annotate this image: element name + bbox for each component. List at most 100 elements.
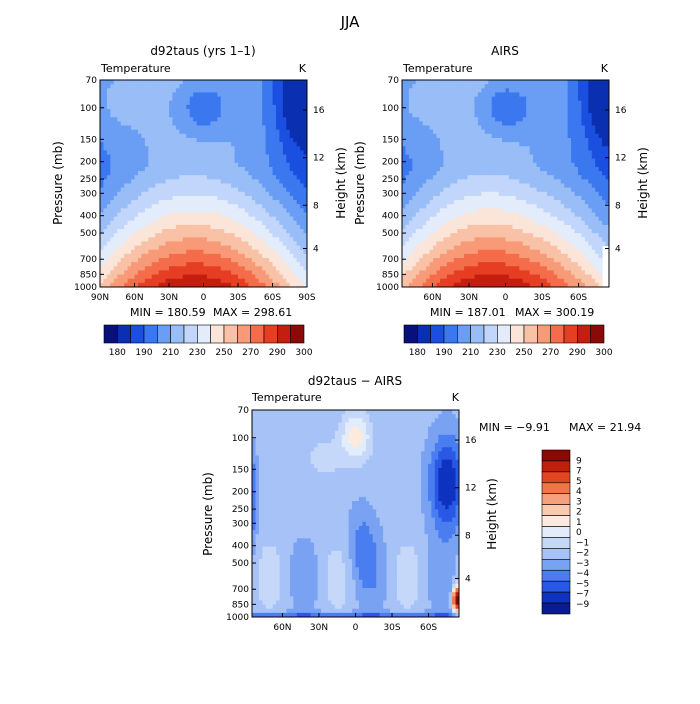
contour-cell	[402, 200, 406, 205]
contour-cell	[172, 258, 176, 263]
contour-cell	[241, 113, 245, 118]
contour-cell	[540, 184, 544, 189]
contour-cell	[464, 97, 468, 102]
contour-cell	[509, 184, 513, 189]
contour-cell	[488, 138, 492, 143]
contour-cell	[128, 105, 132, 110]
contour-cell	[405, 121, 409, 126]
contour-cell	[300, 229, 304, 234]
contour-cell	[179, 237, 183, 242]
contour-cell	[509, 208, 513, 213]
contour-cell	[409, 92, 413, 97]
contour-cell	[262, 254, 266, 259]
contour-cell	[405, 167, 409, 172]
contour-cell	[506, 184, 510, 189]
contour-cell	[557, 109, 561, 114]
contour-cell	[117, 241, 121, 246]
contour-cell	[416, 101, 420, 106]
contour-cell	[262, 121, 266, 126]
contour-cell	[485, 179, 489, 184]
contour-cell	[148, 204, 152, 209]
contour-cell	[602, 200, 606, 205]
contour-cell	[172, 109, 176, 114]
contour-cell	[221, 258, 225, 263]
contour-cell	[138, 196, 142, 201]
contour-cell	[197, 179, 201, 184]
contour-cell	[512, 80, 516, 85]
contour-cell	[135, 266, 139, 271]
contour-cell	[290, 126, 294, 131]
contour-cell	[255, 134, 259, 139]
contour-cell	[430, 138, 434, 143]
contour-cell	[276, 175, 280, 180]
contour-cell	[585, 159, 589, 164]
contour-cell	[248, 80, 252, 85]
contour-cell	[273, 159, 277, 164]
contour-cell	[585, 184, 589, 189]
contour-cell	[530, 146, 534, 151]
contour-cell	[148, 270, 152, 275]
contour-cell	[512, 208, 516, 213]
contour-cell	[145, 159, 149, 164]
contour-cell	[276, 204, 280, 209]
contour-cell	[248, 138, 252, 143]
contour-cell	[412, 121, 416, 126]
contour-cell	[159, 150, 163, 155]
contour-cell	[564, 159, 568, 164]
contour-cell	[138, 84, 142, 89]
contour-cell	[543, 130, 547, 135]
contour-cell	[152, 105, 156, 110]
contour-cell	[207, 233, 211, 238]
contour-cell	[585, 88, 589, 93]
contour-cell	[269, 246, 273, 251]
contour-cell	[155, 88, 159, 93]
contour-cell	[141, 208, 145, 213]
contour-cell	[252, 80, 256, 85]
contour-cell	[166, 92, 170, 97]
contour-cell	[135, 241, 139, 246]
contour-cell	[183, 266, 187, 271]
contour-cell	[172, 196, 176, 201]
contour-cell	[276, 80, 280, 85]
contour-cell	[433, 159, 437, 164]
contour-cell	[602, 84, 606, 89]
contour-cell	[516, 204, 520, 209]
contour-cell	[537, 192, 541, 197]
contour-cell	[110, 179, 114, 184]
contour-cell	[564, 134, 568, 139]
contour-cell	[141, 150, 145, 155]
contour-cell	[554, 150, 558, 155]
contour-cell	[402, 113, 406, 118]
contour-cell	[241, 275, 245, 280]
contour-cell	[252, 155, 256, 160]
contour-cell	[148, 92, 152, 97]
contour-cell	[279, 175, 283, 180]
contour-cell	[402, 142, 406, 147]
contour-cell	[571, 167, 575, 172]
contour-cell	[269, 200, 273, 205]
contour-cell	[266, 229, 270, 234]
contour-cell	[526, 208, 530, 213]
contour-cell	[204, 254, 208, 259]
contour-cell	[100, 138, 104, 143]
contour-cell	[557, 208, 561, 213]
contour-cell	[159, 196, 163, 201]
contour-cell	[148, 258, 152, 263]
contour-cell	[405, 163, 409, 168]
contour-cell	[266, 92, 270, 97]
contour-cell	[252, 167, 256, 172]
contour-cell	[512, 130, 516, 135]
contour-cell	[537, 105, 541, 110]
contour-cell	[162, 279, 166, 284]
contour-cell	[595, 117, 599, 122]
contour-cell	[599, 204, 603, 209]
contour-cell	[290, 262, 294, 267]
contour-cell	[402, 121, 406, 126]
contour-cell	[492, 167, 496, 172]
contour-cell	[110, 109, 114, 114]
contour-cell	[172, 233, 176, 238]
min-label: MIN = 180.59	[130, 306, 206, 319]
contour-cell	[540, 155, 544, 160]
contour-cell	[426, 200, 430, 205]
contour-cell	[416, 126, 420, 131]
